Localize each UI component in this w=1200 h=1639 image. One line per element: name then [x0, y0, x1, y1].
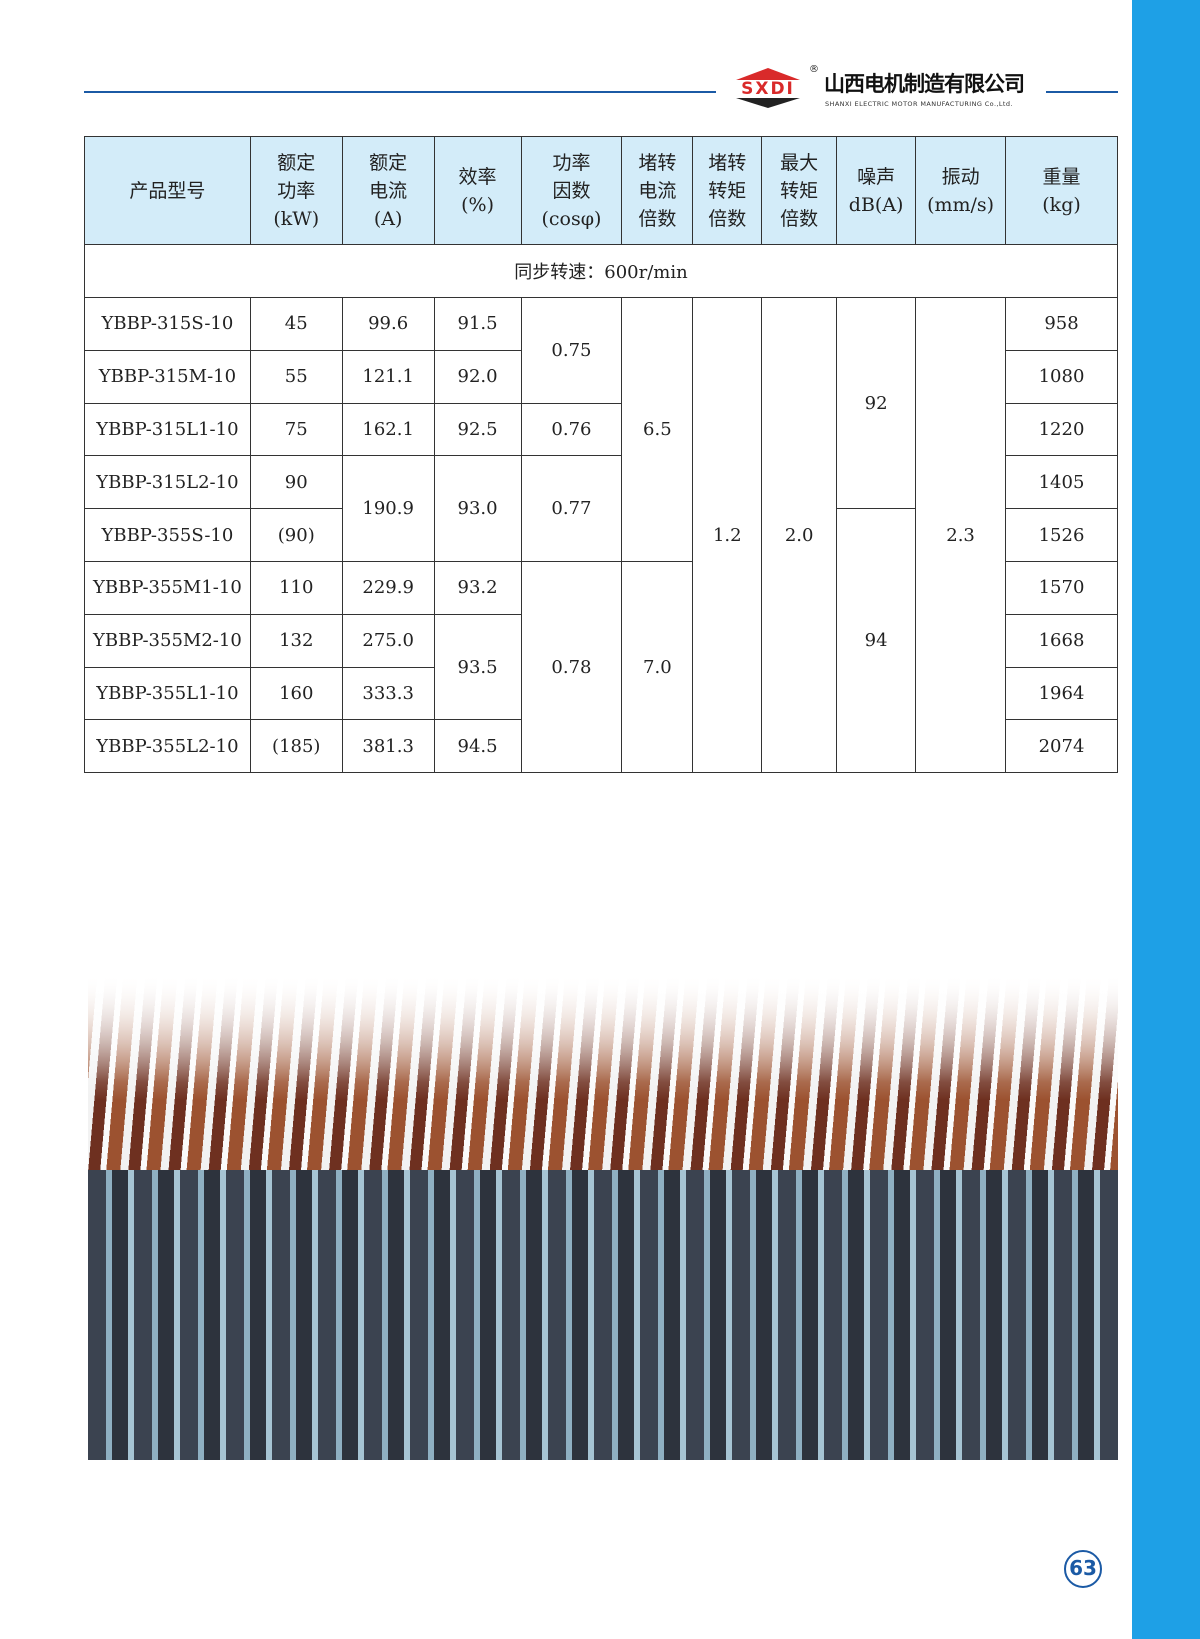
table-cell: 1220: [1005, 402, 1118, 457]
side-color-bar: [1132, 0, 1200, 1639]
table-row: YBBP-315L2-10 90 190.9 93.0 0.77 1405: [84, 455, 1118, 562]
table-cell: 0.77: [520, 455, 623, 562]
company-name-en: SHANXI ELECTRIC MOTOR MANUFACTURING Co.,…: [825, 100, 1013, 108]
table-cell: 93.2: [433, 560, 522, 615]
table-cell: 1668: [1005, 613, 1118, 668]
column-header: 功率 因数 (cosφ): [520, 136, 623, 245]
header-rule-left: [84, 91, 716, 93]
table-cell: 45: [249, 297, 343, 351]
column-header: 重量 (kg): [1005, 136, 1118, 245]
stator-winding-photo: [88, 920, 1118, 1460]
svg-text:SXDI: SXDI: [741, 79, 795, 99]
table-cell: 7.0: [621, 560, 694, 774]
table-cell: (185): [249, 719, 343, 774]
table-cell: 93.5: [433, 613, 522, 721]
table-cell: 92: [836, 296, 917, 510]
table-cell: 1570: [1005, 560, 1118, 615]
header-rule-right: [1046, 91, 1118, 93]
stator-core: [88, 1170, 1118, 1460]
table-row: YBBP-355L1-10 160 333.3 1964: [84, 666, 1118, 721]
table-cell: 121.1: [341, 349, 435, 404]
table-cell: 94: [836, 508, 917, 774]
column-header: 效率 (%): [433, 136, 522, 245]
table-row: YBBP-355M2-10 132 275.0 93.5 1668: [84, 613, 1118, 721]
table-cell: 2.3: [915, 296, 1007, 774]
column-header: 额定 功率 (kW): [249, 136, 343, 245]
column-header: 堵转 电流 倍数: [621, 136, 694, 245]
column-header: 噪声 dB(A): [836, 136, 917, 245]
table-cell: 1526: [1005, 508, 1118, 562]
table-cell: 0.76: [520, 402, 623, 457]
table-cell: 75: [249, 402, 343, 457]
table-cell: 1080: [1005, 349, 1118, 404]
table-cell: 1405: [1005, 455, 1118, 510]
column-header: 堵转 转矩 倍数: [692, 136, 763, 245]
table-cell: 275.0: [341, 613, 435, 668]
column-header: 振动 (mm/s): [915, 136, 1007, 245]
table-cell: 92.0: [433, 349, 522, 404]
table-cell: YBBP-355S-10: [84, 508, 251, 562]
table-cell: 55: [249, 349, 343, 404]
table-row: YBBP-355M1-10 110 229.9 93.2 0.78 7.0 1570: [84, 560, 1118, 774]
table-row: YBBP-355S-10 (90) 94 1526: [84, 508, 1118, 774]
table-cell: 6.5: [621, 297, 694, 562]
table-cell: YBBP-315L2-10: [84, 455, 251, 510]
table-cell: YBBP-355M2-10: [84, 613, 251, 668]
table-cell: 0.78: [520, 560, 623, 774]
header-row: 产品型号 额定 功率 (kW) 额定 电流 (A) 效率 (%) 功率 因数 (cosφ…: [84, 136, 1118, 245]
table-cell: 190.9: [341, 455, 435, 562]
table-cell: 0.75: [520, 297, 623, 404]
column-header: 额定 电流 (A): [341, 136, 435, 245]
table-cell: YBBP-315S-10: [84, 297, 251, 351]
motor-spec-table: 产品型号 额定 功率 (kW) 额定 电流 (A) 效率 (%) 功率 因数 (cosφ…: [84, 136, 1118, 774]
table-cell: 2074: [1005, 719, 1118, 774]
speed-section-label: 同步转速：600r/min: [84, 244, 1118, 298]
registered-mark: ®: [809, 64, 819, 75]
table-cell: 229.9: [341, 560, 435, 615]
column-header: 产品型号: [84, 136, 251, 245]
sxdi-logo: SXDI: [736, 68, 800, 108]
table-cell: 91.5: [433, 297, 522, 351]
table-cell: YBBP-355L2-10: [84, 719, 251, 774]
table-cell: 2.0: [761, 296, 838, 774]
table-cell: 90: [249, 455, 343, 510]
table-cell: 1964: [1005, 666, 1118, 721]
table-cell: 99.6: [341, 297, 435, 351]
table-cell: 110: [249, 560, 343, 615]
table-cell: 381.3: [341, 719, 435, 774]
table-cell: 162.1: [341, 402, 435, 457]
table-cell: 93.0: [433, 455, 522, 562]
table-cell: 94.5: [433, 719, 522, 774]
table-cell: 132: [249, 613, 343, 668]
table-cell: YBBP-355M1-10: [84, 560, 251, 615]
table-cell: YBBP-315M-10: [84, 349, 251, 404]
company-name-cn: 山西电机制造有限公司: [824, 72, 1025, 96]
table-cell: 1.2: [692, 296, 763, 774]
table-cell: 333.3: [341, 666, 435, 721]
table-cell: 160: [249, 666, 343, 721]
table-row: YBBP-315M-10 55 121.1 92.0 1080: [84, 349, 1118, 404]
table-cell: 958: [1005, 297, 1118, 351]
table-cell: (90): [249, 508, 343, 562]
table-row: YBBP-315S-10 45 99.6 91.5 0.75 6.5 1.2 2.0 92 2.3…: [84, 296, 1118, 774]
table-cell: YBBP-315L1-10: [84, 402, 251, 457]
table-cell: 92.5: [433, 402, 522, 457]
table-row: YBBP-355L2-10 (185) 381.3 94.5 2074: [84, 719, 1118, 774]
column-header: 最大 转矩 倍数: [761, 136, 838, 245]
page-number: 63: [1064, 1550, 1102, 1588]
table-cell: YBBP-355L1-10: [84, 666, 251, 721]
